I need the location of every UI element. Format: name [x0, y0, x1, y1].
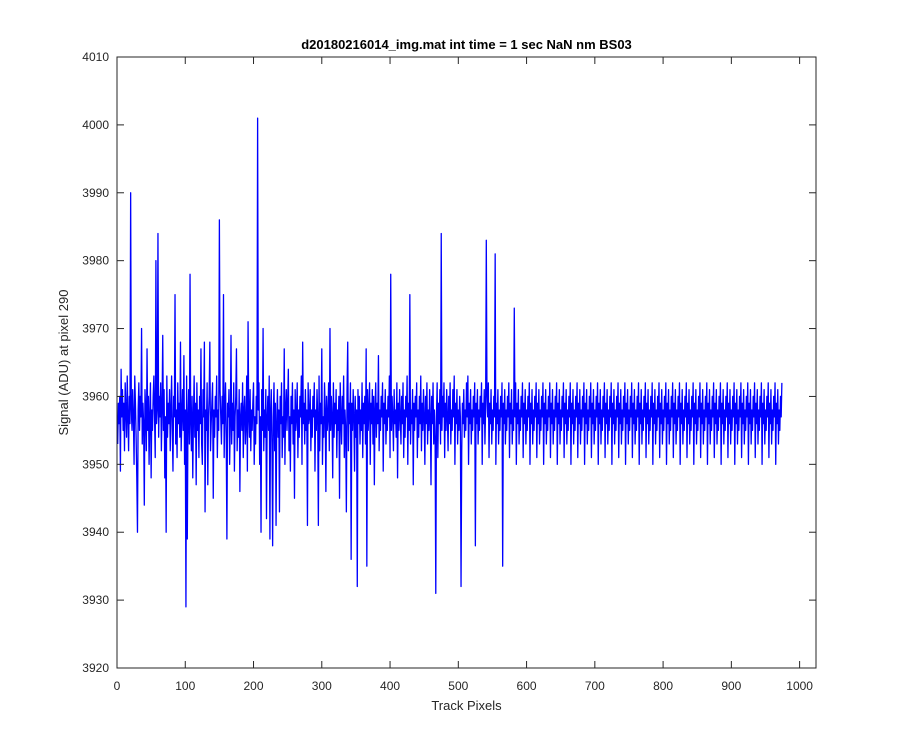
x-tick-label: 600 — [517, 679, 537, 693]
x-tick-label: 100 — [175, 679, 195, 693]
x-tick-label: 0 — [114, 679, 121, 693]
y-axis: 3920 3930 3940 3950 3960 3970 3980 3990 4000 4010 — [82, 50, 816, 675]
plot-area-background — [117, 57, 816, 668]
y-tick-label: 4010 — [82, 50, 109, 64]
x-tick-label: 900 — [721, 679, 741, 693]
y-tick-label: 3930 — [82, 593, 109, 607]
x-tick-label: 300 — [312, 679, 332, 693]
x-tick-label: 700 — [585, 679, 605, 693]
y-tick-label: 3940 — [82, 525, 109, 539]
x-tick-label: 500 — [448, 679, 468, 693]
series-layer — [117, 117, 783, 608]
y-tick-label: 3960 — [82, 389, 109, 403]
y-axis-label: Signal (ADU) at pixel 290 — [56, 290, 71, 436]
y-tick-label: 4000 — [82, 118, 109, 132]
x-tick-label: 800 — [653, 679, 673, 693]
x-tick-label: 400 — [380, 679, 400, 693]
x-tick-label: 1000 — [786, 679, 813, 693]
x-tick-label: 200 — [244, 679, 264, 693]
x-axis: 0 100 200 300 400 500 600 700 800 900 1000 — [114, 57, 813, 693]
y-tick-label: 3970 — [82, 322, 109, 336]
chart-title: d20180216014_img.mat int time = 1 sec Na… — [301, 37, 632, 52]
y-tick-label: 3920 — [82, 661, 109, 675]
y-tick-label: 3990 — [82, 186, 109, 200]
series-line-1 — [117, 117, 783, 608]
y-tick-label: 3980 — [82, 254, 109, 268]
x-axis-label: Track Pixels — [431, 698, 502, 713]
y-tick-label: 3950 — [82, 457, 109, 471]
plot-area-frame — [116, 56, 817, 669]
